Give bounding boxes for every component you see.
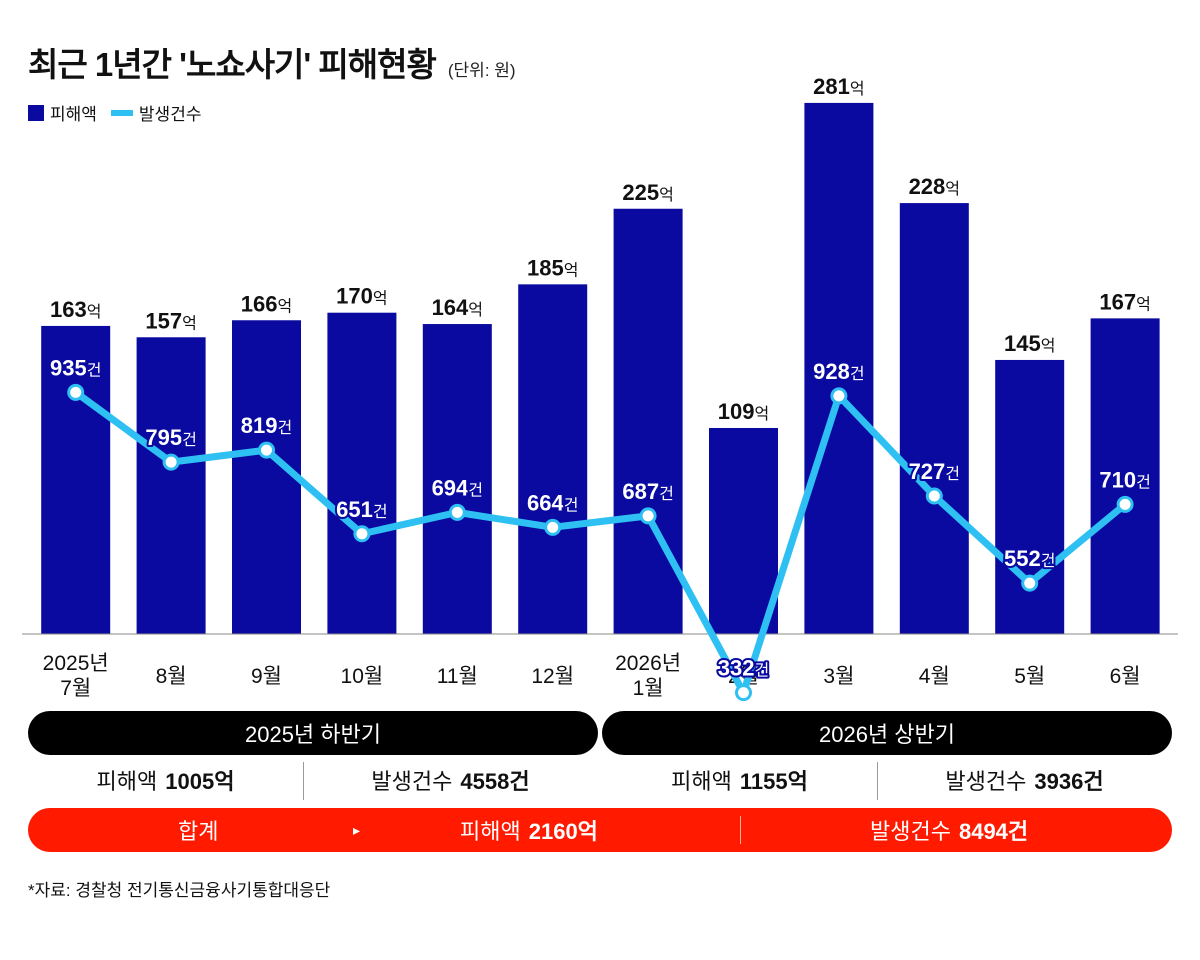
bar [41,325,111,634]
bar-value-label: 164억 [432,295,483,320]
total-bar: 합계 ▸ 피해액 2160억 발생건수 8494건 [28,808,1172,852]
line-value-label: 651건 [336,497,387,522]
bar-value-label: 145억 [1004,331,1055,356]
line-value-label: 687건 [622,479,673,504]
legend: 피해액 발생건수 [28,100,201,125]
total-label: 합계 [178,819,219,844]
bar-value-label: 109억 [718,399,769,424]
combo-chart: 163억 157억 166억 170억 164억 185억 225억 109억 281억 228억… [22,74,1178,702]
summary-damage-2025: 피해액 1005억 [96,769,235,794]
x-tick-label: 2026년 1월 [615,652,681,700]
line-series [72,388,1129,697]
bar-value-label: 163억 [50,297,101,322]
x-tick-label: 2025년 7월 [43,652,109,700]
bar [518,284,588,634]
line-point [639,507,657,525]
bar [613,208,683,634]
x-tick-label: 3월 [823,665,854,688]
bar [327,312,397,634]
line-value-label: 664건 [527,490,578,515]
line-value-label: 795건 [145,425,196,450]
unit-label: (단위: 원) [447,61,516,80]
line-value-label: 332건 [718,656,769,681]
summary-damage-2026: 피해액 1155억 [671,769,808,794]
summary-count-2025: 발생건수 4558건 [371,769,530,794]
x-tick-label: 4월 [919,665,950,688]
bar-value-label: 167억 [1099,289,1150,314]
line-point [353,525,371,543]
bar [136,337,206,634]
bar-value-label: 228억 [909,174,960,199]
line-point [925,487,943,505]
line-value-label: 727건 [909,459,960,484]
line-value-label: 694건 [432,475,483,500]
x-tick-label: 11월 [437,665,478,688]
line-point [544,518,562,536]
bar [232,320,301,634]
legend-line-swatch [110,109,133,116]
legend-bar-label: 피해액 [50,105,97,124]
line-value-label: 552건 [1004,546,1055,571]
total-damage: 피해액 2160억 [460,819,598,844]
bar-value-label: 170억 [336,284,387,309]
bar [709,427,778,634]
line-point [735,684,752,702]
line-value-label: 710건 [1099,467,1150,492]
half-pill-2026: 2026년 상반기 [602,711,1172,755]
line-value-label: 928건 [813,359,864,384]
line-point [448,503,466,521]
total-divider [740,816,741,844]
bar [899,203,969,634]
bar [422,324,492,634]
x-tick-label: 5월 [1014,665,1045,688]
chart-title: 최근 1년간 '노쇼사기' 피해현황 (단위: 원) [28,46,516,83]
line-point [162,453,180,471]
bar-value-label: 281억 [813,74,864,99]
bar-value-label: 225억 [622,180,673,205]
summary-divider [303,762,304,800]
x-tick-label: 10월 [341,665,384,688]
legend-line-label: 발생건수 [138,105,202,124]
x-tick-label: 6월 [1110,665,1141,688]
line-point [830,387,848,405]
bar-value-label: 185억 [527,255,578,280]
arrow-icon: ▸ [353,821,361,838]
x-tick-label: 9월 [251,665,282,688]
x-tick-label: 8월 [156,665,187,688]
bar [995,359,1065,634]
total-count: 발생건수 8494건 [870,819,1029,844]
half-pill-2025: 2025년 하반기 [28,711,598,755]
line-point [1021,574,1039,592]
line-value-label: 819건 [241,413,292,438]
bar-value-label: 157억 [145,308,196,333]
source-note: *자료: 경찰청 전기통신금융사기통합대응단 [28,881,331,900]
line-value-label: 935건 [50,355,101,380]
x-tick-label: 12월 [531,665,574,688]
legend-bar-swatch [28,104,44,121]
line-point [258,441,275,459]
bar [1090,318,1160,634]
bar [804,102,874,634]
summary-divider [877,762,878,800]
line-point [67,383,85,401]
bar-value-label: 166억 [241,291,292,316]
line-point [1116,495,1134,513]
summary-count-2026: 발생건수 3936건 [945,769,1104,794]
